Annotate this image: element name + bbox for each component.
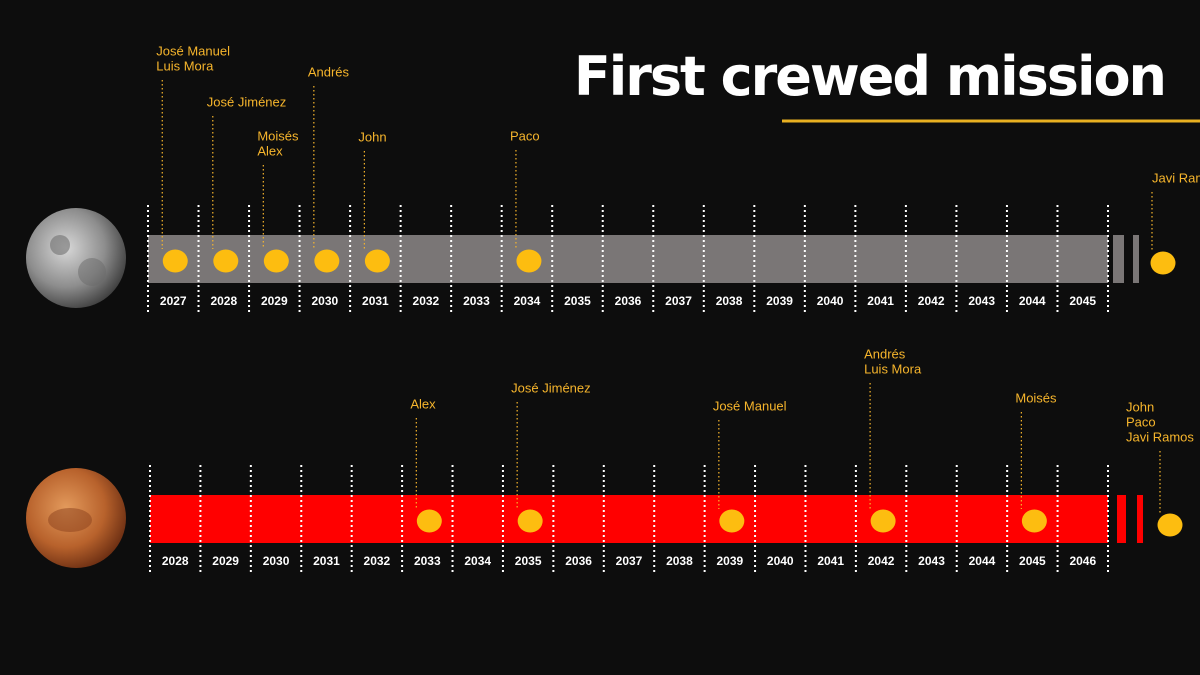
- year-label: 2029: [261, 294, 288, 308]
- prediction-dot: [1021, 509, 1047, 533]
- year-label: 2030: [311, 294, 338, 308]
- year-label: 2040: [767, 554, 794, 568]
- prediction-name: Andrés: [308, 65, 350, 80]
- prediction-dot: [870, 509, 896, 533]
- year-label: 2046: [1069, 554, 1096, 568]
- year-label: 2031: [362, 294, 389, 308]
- year-label: 2028: [210, 294, 237, 308]
- year-label: 2038: [666, 554, 693, 568]
- year-label: 2036: [565, 554, 592, 568]
- prediction-dot: [314, 249, 340, 273]
- prediction-dot: [364, 249, 390, 273]
- year-label: 2034: [464, 554, 491, 568]
- prediction-dot: [719, 509, 745, 533]
- year-label: 2035: [564, 294, 591, 308]
- prediction-name: John: [1126, 400, 1154, 415]
- prediction-name: Moisés: [257, 129, 299, 144]
- prediction-dot: [1157, 513, 1183, 537]
- year-label: 2041: [867, 294, 894, 308]
- year-label: 2028: [162, 554, 189, 568]
- moon-bar-break: [1113, 235, 1124, 283]
- prediction-dot: [416, 509, 442, 533]
- moon-crater: [78, 258, 106, 286]
- year-label: 2043: [918, 554, 945, 568]
- prediction-name: Moisés: [1015, 391, 1057, 406]
- prediction-name: José Jiménez: [207, 95, 286, 110]
- prediction-dot: [162, 249, 188, 273]
- mars-bar: [150, 495, 1108, 543]
- prediction-name: John: [358, 130, 386, 145]
- prediction-dot: [516, 249, 542, 273]
- title: First crewed mission: [574, 45, 1165, 108]
- prediction-name: Paco: [1126, 415, 1156, 430]
- mars-bar-break: [1117, 495, 1126, 543]
- year-label: 2037: [616, 554, 643, 568]
- year-label: 2040: [817, 294, 844, 308]
- year-label: 2029: [212, 554, 239, 568]
- year-label: 2042: [918, 294, 945, 308]
- year-label: 2043: [968, 294, 995, 308]
- year-label: 2035: [515, 554, 542, 568]
- year-label: 2041: [817, 554, 844, 568]
- year-label: 2039: [766, 294, 793, 308]
- prediction-name: José Manuel: [156, 44, 230, 59]
- year-label: 2036: [615, 294, 642, 308]
- prediction-name: Alex: [257, 144, 283, 159]
- year-label: 2038: [716, 294, 743, 308]
- year-label: 2033: [463, 294, 490, 308]
- prediction-dot: [517, 509, 543, 533]
- moon-bar-break: [1133, 235, 1139, 283]
- prediction-dot: [263, 249, 289, 273]
- year-label: 2027: [160, 294, 187, 308]
- prediction-name: Javi Ramos: [1152, 171, 1200, 186]
- prediction-name: Javi Ramos: [1126, 430, 1194, 445]
- prediction-dot: [213, 249, 239, 273]
- mars-bar-break: [1137, 495, 1143, 543]
- year-label: 2031: [313, 554, 340, 568]
- prediction-name: Paco: [510, 129, 540, 144]
- year-label: 2044: [969, 554, 996, 568]
- prediction-dot: [1150, 251, 1176, 275]
- year-label: 2045: [1019, 554, 1046, 568]
- prediction-name: José Jiménez: [511, 381, 590, 396]
- prediction-name: Andrés: [864, 347, 906, 362]
- year-label: 2030: [263, 554, 290, 568]
- year-label: 2045: [1069, 294, 1096, 308]
- year-label: 2037: [665, 294, 692, 308]
- year-label: 2033: [414, 554, 441, 568]
- prediction-name: José Manuel: [713, 399, 787, 414]
- year-label: 2034: [514, 294, 541, 308]
- year-label: 2044: [1019, 294, 1046, 308]
- prediction-name: Luis Mora: [864, 362, 922, 377]
- moon-icon: [26, 208, 126, 308]
- moon-crater: [50, 235, 70, 255]
- mars-surface: [48, 508, 92, 532]
- year-label: 2042: [868, 554, 895, 568]
- year-label: 2032: [364, 554, 391, 568]
- year-label: 2032: [413, 294, 440, 308]
- moon-bar: [148, 235, 1108, 283]
- prediction-name: Alex: [410, 397, 436, 412]
- year-label: 2039: [716, 554, 743, 568]
- prediction-name: Luis Mora: [156, 59, 214, 74]
